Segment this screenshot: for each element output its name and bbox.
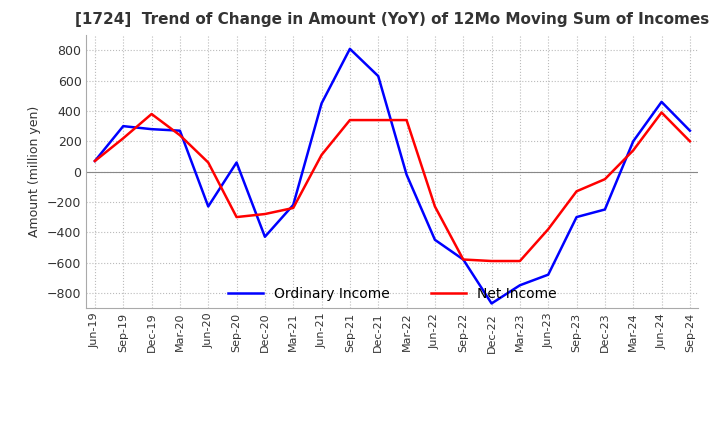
Ordinary Income xyxy=(431,237,439,242)
Net Income xyxy=(204,160,212,165)
Line: Net Income: Net Income xyxy=(95,113,690,261)
Net Income xyxy=(233,214,241,220)
Ordinary Income xyxy=(685,128,694,133)
Ordinary Income xyxy=(233,160,241,165)
Ordinary Income xyxy=(487,301,496,306)
Ordinary Income xyxy=(289,202,297,208)
Line: Ordinary Income: Ordinary Income xyxy=(95,49,690,304)
Ordinary Income xyxy=(261,234,269,239)
Net Income xyxy=(346,117,354,123)
Ordinary Income xyxy=(148,127,156,132)
Ordinary Income xyxy=(176,128,184,133)
Ordinary Income xyxy=(91,158,99,164)
Y-axis label: Amount (million yen): Amount (million yen) xyxy=(29,106,42,237)
Net Income xyxy=(91,158,99,164)
Ordinary Income xyxy=(657,99,666,105)
Title: [1724]  Trend of Change in Amount (YoY) of 12Mo Moving Sum of Incomes: [1724] Trend of Change in Amount (YoY) o… xyxy=(76,12,709,27)
Net Income xyxy=(176,132,184,138)
Net Income xyxy=(516,258,524,264)
Ordinary Income xyxy=(204,204,212,209)
Ordinary Income xyxy=(402,172,411,177)
Net Income xyxy=(261,211,269,216)
Ordinary Income xyxy=(346,46,354,51)
Ordinary Income xyxy=(119,124,127,129)
Net Income xyxy=(629,148,637,153)
Ordinary Income xyxy=(318,101,326,106)
Net Income xyxy=(459,257,467,262)
Net Income xyxy=(544,227,552,232)
Ordinary Income xyxy=(572,214,581,220)
Net Income xyxy=(318,152,326,158)
Ordinary Income xyxy=(629,139,637,144)
Net Income xyxy=(685,139,694,144)
Ordinary Income xyxy=(459,257,467,262)
Ordinary Income xyxy=(516,282,524,288)
Ordinary Income xyxy=(600,207,609,212)
Net Income xyxy=(402,117,411,123)
Net Income xyxy=(572,189,581,194)
Net Income xyxy=(487,258,496,264)
Net Income xyxy=(119,136,127,141)
Legend: Ordinary Income, Net Income: Ordinary Income, Net Income xyxy=(222,282,562,307)
Net Income xyxy=(657,110,666,115)
Net Income xyxy=(600,176,609,182)
Net Income xyxy=(431,204,439,209)
Net Income xyxy=(289,205,297,211)
Net Income xyxy=(374,117,382,123)
Ordinary Income xyxy=(374,73,382,79)
Ordinary Income xyxy=(544,272,552,277)
Net Income xyxy=(148,111,156,117)
